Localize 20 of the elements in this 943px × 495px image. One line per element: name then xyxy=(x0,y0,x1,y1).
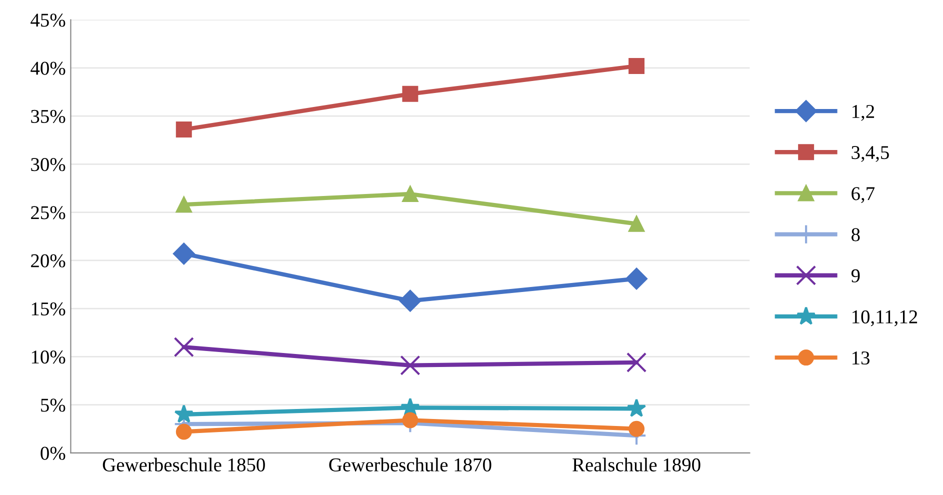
legend-label: 9 xyxy=(851,269,860,282)
legend-label: 6,7 xyxy=(852,187,875,203)
legend-label: 13 xyxy=(852,351,870,365)
legend-label: 3,4,5 xyxy=(852,146,889,162)
x-tick-label: Gewerbeschule 1870 xyxy=(329,458,492,472)
y-tick-label: 0% xyxy=(40,446,66,460)
y-tick-label: 25% xyxy=(31,206,66,220)
y-tick-label: 5% xyxy=(41,398,66,412)
y-tick-label: 15% xyxy=(32,302,66,316)
y-tick-label: 40% xyxy=(30,62,66,75)
legend-label: 8 xyxy=(852,228,860,242)
y-tick-label: 45% xyxy=(30,14,66,27)
y-tick-label: 10% xyxy=(32,350,66,364)
legend-label: 1,2 xyxy=(852,104,874,121)
y-tick-label: 30% xyxy=(31,158,66,172)
x-tick-label: Realschule 1890 xyxy=(572,458,700,472)
y-tick-label: 35% xyxy=(31,110,66,124)
y-tick-label: 20% xyxy=(31,254,66,268)
x-tick-label: Gewerbeschule 1850 xyxy=(102,458,265,472)
legend-label: 10,11,12 xyxy=(852,310,918,326)
